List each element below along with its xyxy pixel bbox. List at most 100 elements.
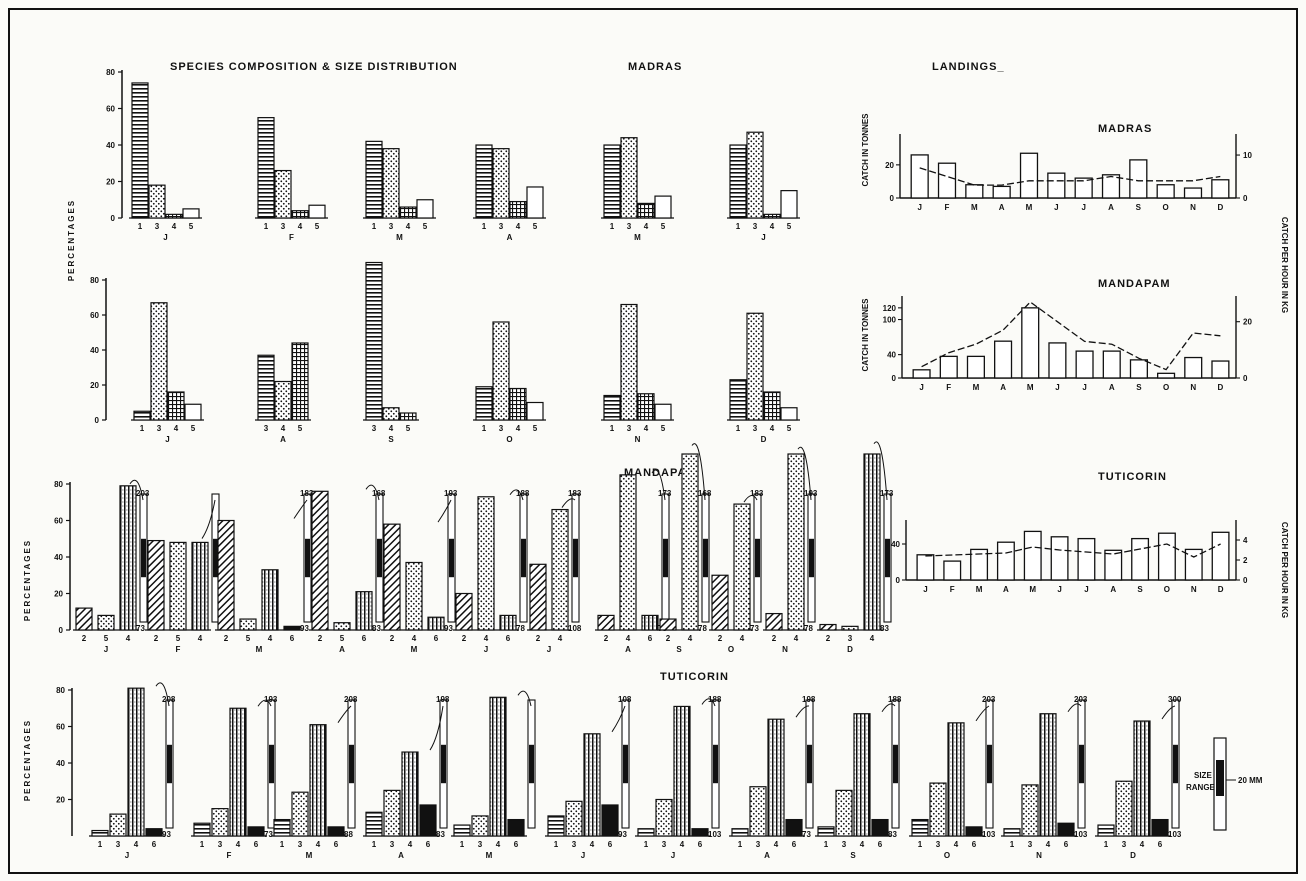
y2-tick-label: 0: [1243, 374, 1248, 383]
month-label: J: [923, 585, 927, 594]
bar: [654, 195, 672, 219]
bar: [184, 403, 202, 421]
y2-tick-label: 0: [1243, 194, 1248, 203]
category-label: 4: [281, 424, 286, 433]
category-label: 4: [870, 634, 875, 643]
landing-bar: [1131, 537, 1150, 581]
size-range-legend: SIZE RANGE 20 MM: [1186, 737, 1263, 831]
percentages-label-madras: PERCENTAGES: [67, 199, 76, 281]
category-label: 1: [736, 222, 741, 231]
category-label: 4: [126, 634, 131, 643]
category-label: 1: [98, 840, 103, 849]
category-label: 4: [644, 222, 649, 231]
range-min-label: 103: [1168, 830, 1182, 839]
month-label: A: [625, 645, 631, 654]
category-label: 6: [878, 840, 883, 849]
y-tick-label: 40: [90, 346, 99, 355]
month-label: S: [1136, 383, 1142, 392]
bar-group-4: 1 3 4 6 M: [451, 690, 536, 860]
category-label: 3: [157, 424, 162, 433]
y2-tick-label: 20: [1243, 318, 1252, 327]
month-label: J: [1055, 383, 1059, 392]
bar: [261, 569, 279, 631]
landings-mandapam-title: MANDAPAM: [1098, 278, 1171, 290]
month-label: M: [973, 383, 980, 392]
percentages-label-tuticorin: PERCENTAGES: [23, 719, 32, 801]
bar: [509, 387, 527, 421]
bar: [383, 789, 401, 837]
category-label: 3: [627, 424, 632, 433]
month-label: M: [1026, 203, 1033, 212]
bar: [763, 391, 781, 421]
category-label: 4: [688, 634, 693, 643]
landing-bar: [1129, 159, 1148, 199]
range-core: [305, 538, 310, 578]
bar: [711, 574, 729, 631]
range-arrow: [691, 443, 706, 501]
landing-bar: [910, 154, 929, 199]
bar: [1021, 784, 1039, 837]
range-core: [167, 744, 172, 784]
landing-bar: [1157, 532, 1176, 581]
bar: [247, 826, 265, 837]
bar: [229, 707, 247, 837]
range-core: [573, 538, 578, 578]
size-range-indicator: 193 93: [437, 489, 458, 633]
bar: [169, 541, 187, 631]
bar: [492, 148, 510, 219]
month-label: F: [227, 851, 232, 860]
bar: [274, 169, 292, 219]
range-min-label: 78: [804, 624, 813, 633]
bar: [526, 401, 544, 421]
category-label: 4: [298, 222, 303, 231]
category-label: 3: [499, 222, 504, 231]
range-max-label: 203: [982, 695, 996, 704]
category-label: 3: [572, 840, 577, 849]
category-label: 3: [1122, 840, 1127, 849]
bar: [477, 496, 495, 631]
bar: [1133, 720, 1151, 837]
category-label: 6: [334, 840, 339, 849]
bar: [619, 474, 637, 631]
range-arrow: [743, 495, 758, 503]
category-label: 6: [1158, 840, 1163, 849]
bar: [787, 453, 805, 631]
bar-group-7: 1 3 4 6 A 198 73: [729, 695, 816, 860]
catch-per-hour-label-1: CATCH PER HOUR IN KG: [1280, 217, 1289, 313]
landing-bar: [1074, 177, 1093, 199]
bar: [835, 789, 853, 837]
month-label: S: [1136, 203, 1142, 212]
size-range-indicator: 198 73: [795, 695, 816, 839]
bar: [475, 386, 493, 421]
month-label: D: [1217, 203, 1223, 212]
category-label: 4: [496, 840, 501, 849]
bar: [399, 206, 417, 219]
month-label: D: [847, 645, 853, 654]
bar-group-6: 2 4J 183 108: [527, 489, 582, 654]
month-label: M: [486, 851, 493, 860]
y-tick-label: 120: [883, 304, 897, 313]
size-range-indicator: 193 73: [257, 695, 278, 839]
category-label: 2: [154, 634, 159, 643]
y-tick-label: 60: [106, 105, 115, 114]
category-label: 3: [389, 222, 394, 231]
category-label: 4: [516, 222, 521, 231]
range-max-label: 208: [162, 695, 176, 704]
bar-group-10: 1 3 4 6 N 203 103: [1001, 695, 1088, 860]
month-label: J: [671, 851, 675, 860]
month-label: O: [1164, 585, 1170, 594]
category-label: 3: [478, 840, 483, 849]
bar: [763, 213, 781, 219]
category-label: 1: [482, 222, 487, 231]
landings-panel-1: 0 40 100 120 0 20 J F M A M J J A S O N D: [883, 296, 1252, 392]
category-label: 6: [792, 840, 797, 849]
category-label: 5: [315, 222, 320, 231]
month-label: A: [507, 233, 513, 242]
category-label: 4: [1140, 840, 1145, 849]
legend-range-core: [1216, 760, 1224, 796]
bar: [1151, 818, 1169, 837]
category-label: 4: [1046, 840, 1051, 849]
bar: [127, 687, 145, 837]
